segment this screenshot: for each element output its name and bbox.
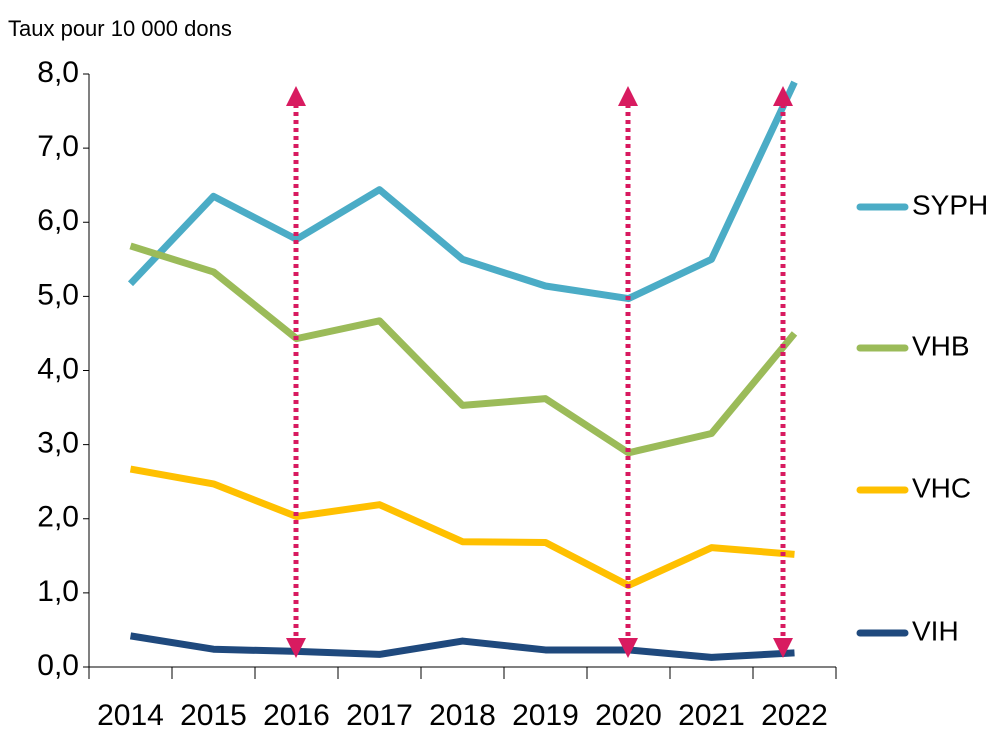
highlight-arrows [286, 86, 793, 658]
series-line [127, 80, 798, 303]
series-line [129, 632, 795, 661]
y-tick-label: 5,0 [37, 278, 79, 311]
legend-label: SYPH [912, 189, 988, 220]
x-tick-label: 2022 [761, 699, 828, 732]
y-tick-label: 6,0 [37, 204, 79, 237]
y-tick-label: 2,0 [37, 501, 79, 534]
x-tick-label: 2014 [97, 699, 164, 732]
y-tick-label: 7,0 [37, 130, 79, 163]
series-line [129, 465, 795, 589]
y-axis-label: Taux pour 10 000 dons [8, 16, 232, 41]
y-tick-label: 3,0 [37, 427, 79, 460]
x-tick-label: 2016 [263, 699, 330, 732]
x-tick-label: 2019 [512, 699, 579, 732]
y-tick-label: 4,0 [37, 352, 79, 385]
y-tick-label: 8,0 [37, 56, 79, 89]
y-tick-label: 0,0 [37, 649, 79, 682]
x-tick-label: 2021 [678, 699, 745, 732]
legend-label: VIH [912, 615, 959, 646]
x-tick-label: 2015 [180, 699, 247, 732]
x-tick-label: 2020 [595, 699, 662, 732]
legend-label: VHC [912, 472, 971, 503]
legend-label: VHB [912, 330, 970, 361]
x-tick-label: 2018 [429, 699, 496, 732]
series-line [129, 242, 798, 457]
y-tick-label: 1,0 [37, 575, 79, 608]
x-tick-label: 2017 [346, 699, 413, 732]
